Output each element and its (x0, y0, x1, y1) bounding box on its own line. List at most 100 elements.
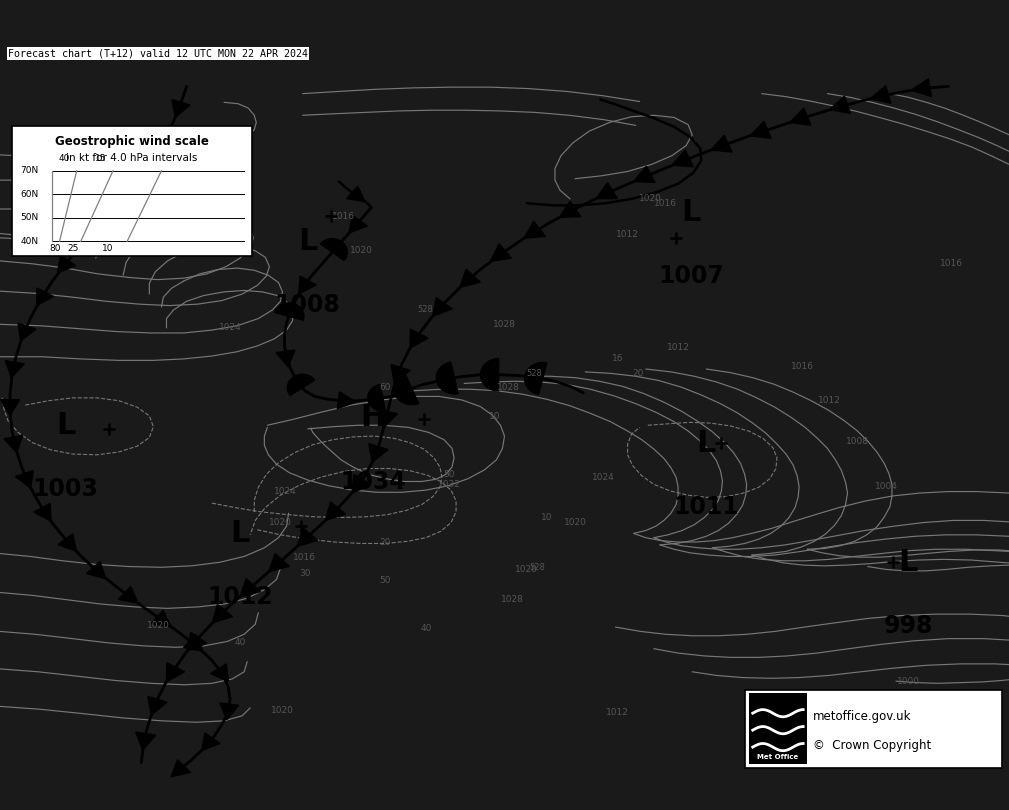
Text: 1012: 1012 (667, 343, 689, 352)
Polygon shape (240, 578, 260, 597)
Polygon shape (596, 183, 618, 198)
Polygon shape (790, 109, 811, 126)
Polygon shape (134, 165, 152, 183)
Polygon shape (829, 96, 851, 113)
Text: 20: 20 (379, 538, 391, 547)
Text: Met Office: Met Office (758, 754, 798, 760)
Text: 1000: 1000 (897, 676, 919, 686)
Polygon shape (634, 166, 655, 182)
Polygon shape (268, 553, 290, 572)
Polygon shape (18, 323, 36, 341)
Polygon shape (352, 475, 370, 493)
Text: 1020: 1020 (640, 194, 662, 202)
Text: L: L (230, 518, 250, 548)
Polygon shape (320, 239, 347, 261)
Polygon shape (147, 697, 167, 715)
Polygon shape (166, 663, 185, 682)
Text: 70N: 70N (20, 166, 38, 175)
Polygon shape (436, 362, 458, 394)
Polygon shape (870, 86, 891, 103)
Text: 1003: 1003 (32, 477, 99, 501)
Text: 80: 80 (49, 244, 62, 253)
Polygon shape (480, 359, 498, 391)
Polygon shape (911, 79, 931, 96)
Polygon shape (34, 503, 51, 521)
Text: L: L (696, 428, 716, 458)
Polygon shape (276, 350, 295, 367)
FancyBboxPatch shape (745, 690, 1002, 768)
FancyBboxPatch shape (749, 693, 807, 764)
Polygon shape (325, 502, 345, 520)
Polygon shape (377, 410, 398, 428)
Text: L: L (55, 411, 76, 440)
Text: 1034: 1034 (340, 470, 407, 494)
Text: 1020: 1020 (269, 518, 292, 527)
Text: 10: 10 (541, 513, 553, 522)
Polygon shape (368, 385, 385, 411)
Text: 1004: 1004 (875, 482, 897, 491)
Text: 30: 30 (299, 569, 311, 578)
Polygon shape (394, 373, 419, 404)
Text: metoffice.gov.uk: metoffice.gov.uk (813, 710, 912, 723)
Text: 528: 528 (530, 564, 546, 573)
Text: 50N: 50N (20, 213, 38, 223)
Text: 40: 40 (234, 638, 246, 647)
Polygon shape (288, 374, 315, 395)
Text: 1012: 1012 (818, 395, 840, 404)
Text: 1008: 1008 (847, 437, 869, 446)
Polygon shape (151, 610, 171, 627)
Text: 1028: 1028 (497, 383, 520, 392)
Polygon shape (274, 303, 304, 320)
Polygon shape (410, 329, 428, 348)
Polygon shape (460, 269, 480, 288)
Text: 10: 10 (102, 244, 114, 253)
Text: Geostrophic wind scale: Geostrophic wind scale (55, 134, 209, 147)
Polygon shape (83, 225, 102, 243)
Polygon shape (672, 150, 693, 167)
Polygon shape (524, 221, 545, 238)
Text: 1032: 1032 (438, 480, 460, 489)
Text: 1028: 1028 (493, 320, 516, 329)
Text: 1016: 1016 (294, 553, 316, 562)
Text: L: L (681, 198, 701, 227)
Text: 40: 40 (59, 154, 71, 163)
Polygon shape (15, 471, 33, 488)
Polygon shape (58, 255, 76, 273)
Text: 998: 998 (883, 614, 933, 638)
Text: 528: 528 (418, 305, 434, 314)
Polygon shape (110, 196, 128, 214)
Polygon shape (298, 528, 318, 546)
Text: 1020: 1020 (271, 706, 294, 714)
Polygon shape (346, 186, 365, 202)
Text: 1024: 1024 (219, 323, 241, 332)
Text: L: L (298, 227, 318, 256)
Polygon shape (525, 363, 547, 394)
Text: in kt for 4.0 hPa intervals: in kt for 4.0 hPa intervals (67, 153, 198, 164)
Polygon shape (490, 244, 512, 262)
Polygon shape (212, 604, 232, 623)
Text: 25: 25 (67, 244, 79, 253)
Text: 16: 16 (611, 355, 624, 364)
Polygon shape (211, 664, 228, 681)
Polygon shape (390, 364, 411, 383)
Text: H: H (360, 403, 386, 433)
Polygon shape (36, 288, 53, 306)
Text: 60: 60 (379, 382, 391, 391)
FancyBboxPatch shape (12, 126, 252, 256)
Polygon shape (202, 733, 220, 751)
Polygon shape (299, 276, 316, 294)
Polygon shape (349, 215, 367, 233)
Polygon shape (433, 297, 452, 316)
Text: 15: 15 (95, 154, 107, 163)
Text: 1007: 1007 (658, 265, 724, 288)
Polygon shape (559, 201, 580, 217)
Text: 528: 528 (527, 369, 543, 377)
Text: 1016: 1016 (332, 211, 354, 220)
Text: 40: 40 (420, 624, 432, 633)
Polygon shape (157, 134, 174, 151)
Polygon shape (172, 100, 190, 117)
Polygon shape (184, 635, 203, 651)
Polygon shape (5, 360, 24, 377)
Text: 1020: 1020 (564, 518, 586, 527)
Text: 1016: 1016 (655, 198, 677, 207)
